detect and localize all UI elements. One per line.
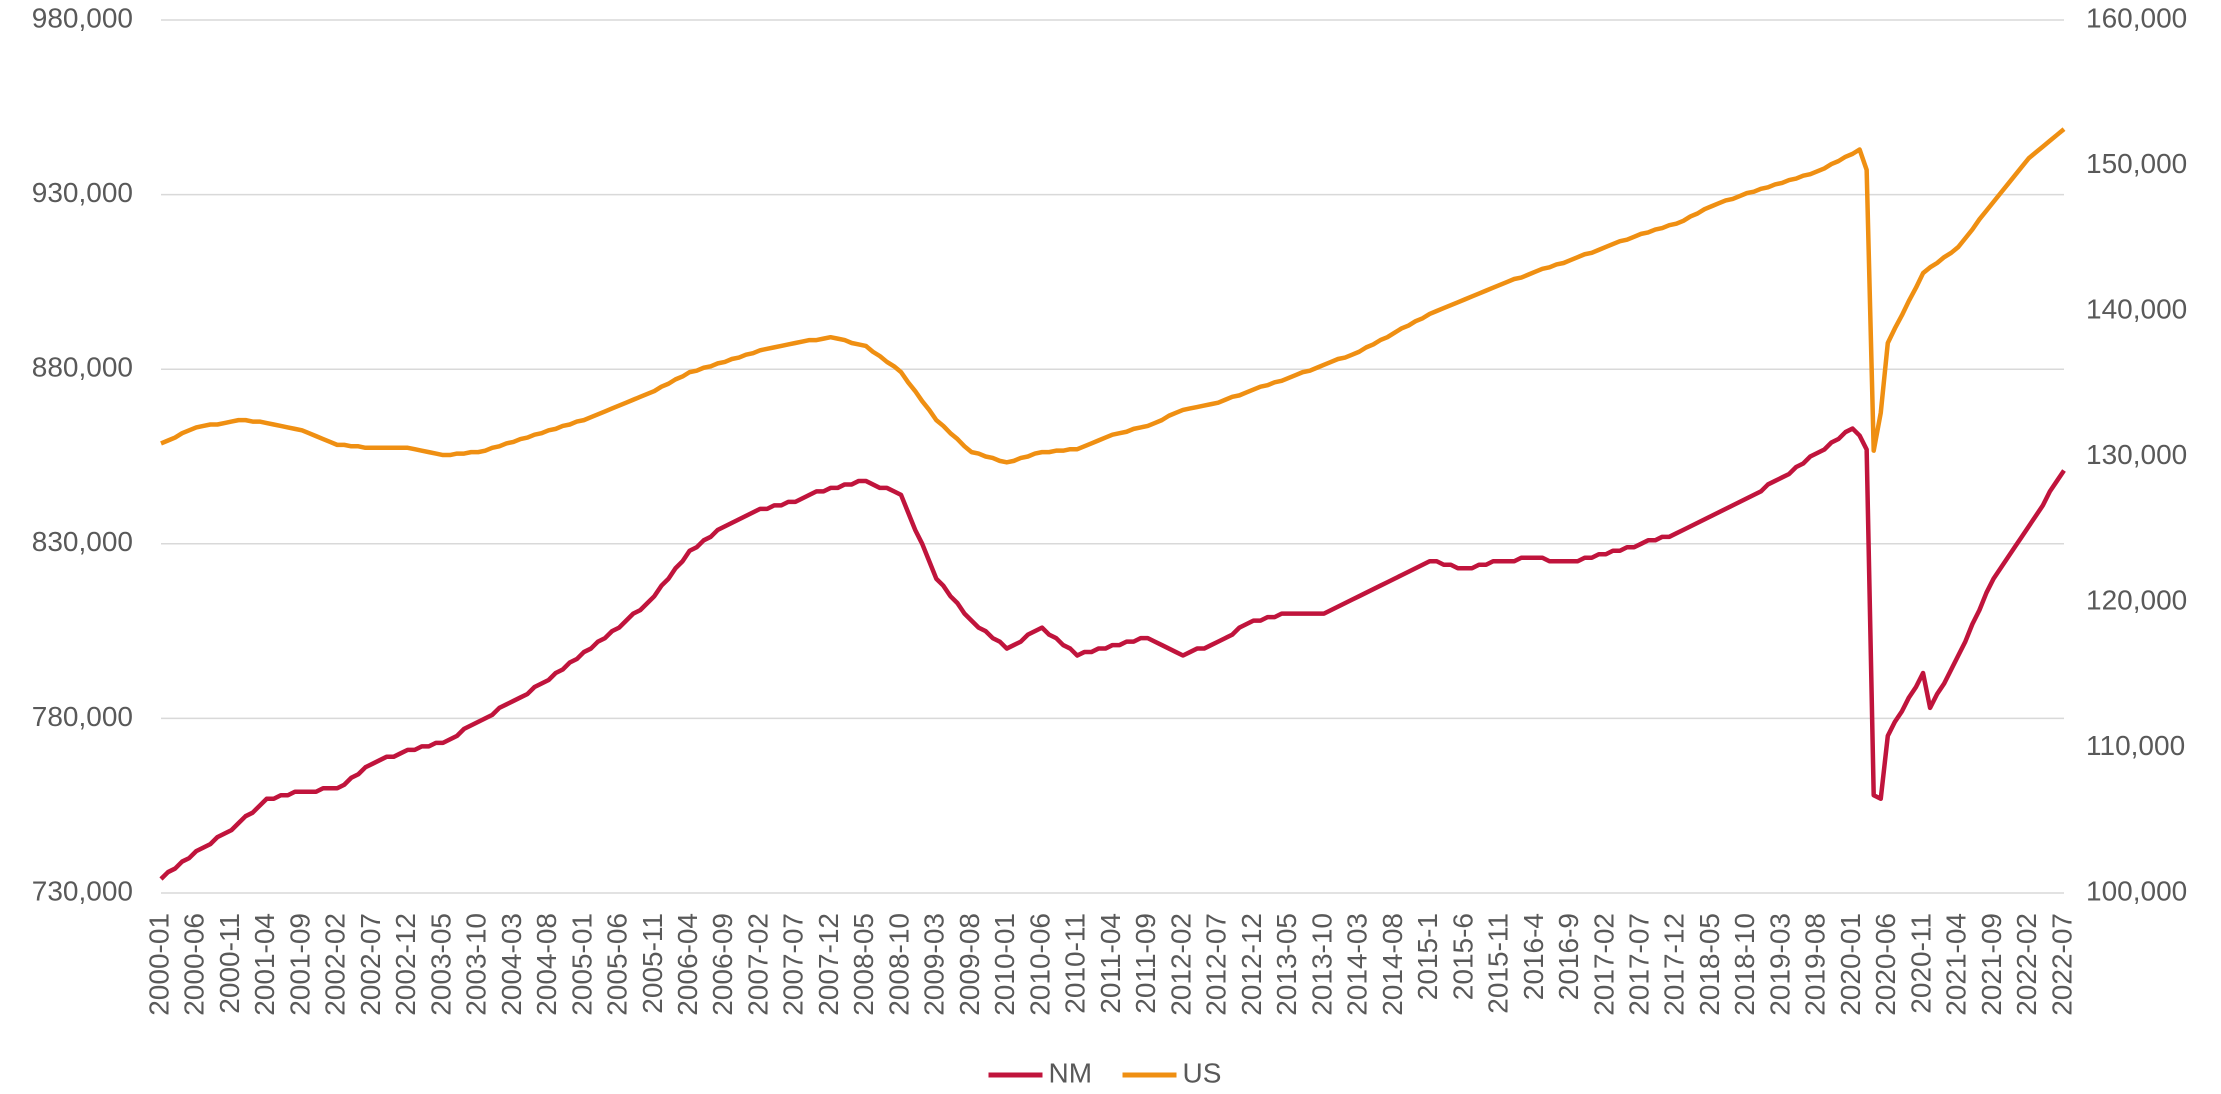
x-tick-label: 2003-10	[461, 913, 492, 1016]
x-tick-label: 2017-02	[1588, 913, 1619, 1016]
x-tick-label: 2001-04	[249, 913, 280, 1016]
x-tick-label: 2019-03	[1764, 913, 1795, 1016]
x-tick-label: 2017-07	[1624, 913, 1655, 1016]
x-tick-label: 2005-11	[637, 913, 668, 1014]
x-tick-label: 2020-06	[1870, 913, 1901, 1016]
x-tick-label: 2021-09	[1976, 913, 2007, 1016]
y2-tick-label: 120,000	[2086, 584, 2187, 615]
x-tick-label: 2018-10	[1729, 913, 1760, 1016]
x-tick-label: 2012-02	[1165, 913, 1196, 1016]
x-tick-label: 2020-11	[1905, 913, 1936, 1014]
x-tick-label: 2007-07	[778, 913, 809, 1016]
y2-tick-label: 150,000	[2086, 148, 2187, 179]
y-tick-label: 730,000	[32, 875, 133, 906]
x-tick-label: 2010-11	[1060, 913, 1091, 1014]
x-tick-label: 2022-02	[2011, 913, 2042, 1016]
y-tick-label: 830,000	[32, 526, 133, 557]
legend-label: US	[1183, 1057, 1222, 1088]
x-tick-label: 2017-12	[1659, 913, 1690, 1016]
x-tick-label: 2002-07	[355, 913, 386, 1016]
x-tick-label: 2010-01	[989, 913, 1020, 1016]
x-tick-label: 2001-09	[284, 913, 315, 1016]
x-tick-label: 2006-04	[672, 913, 703, 1016]
series-line	[160, 127, 2066, 465]
x-tick-label: 2002-12	[390, 913, 421, 1016]
y2-tick-label: 130,000	[2086, 439, 2187, 470]
x-tick-label: 2008-05	[848, 913, 879, 1016]
y-tick-label: 780,000	[32, 701, 133, 732]
legend-label: NM	[1049, 1057, 1093, 1088]
x-tick-label: 2000-11	[214, 913, 245, 1014]
x-tick-label: 2019-08	[1800, 913, 1831, 1016]
x-tick-label: 2007-12	[813, 913, 844, 1016]
x-tick-label: 2022-07	[2046, 913, 2077, 1016]
x-tick-label: 2013-10	[1306, 913, 1337, 1016]
x-tick-label: 2010-06	[1024, 913, 1055, 1016]
x-tick-label: 2009-03	[919, 913, 950, 1016]
y2-tick-label: 100,000	[2086, 875, 2187, 906]
x-tick-label: 2003-05	[425, 913, 456, 1016]
x-tick-label: 2007-02	[742, 913, 773, 1016]
y-tick-label: 930,000	[32, 177, 133, 208]
y2-tick-label: 110,000	[2086, 730, 2185, 761]
x-tick-label: 2011-09	[1130, 913, 1161, 1014]
x-tick-label: 2011-04	[1095, 913, 1126, 1014]
y-tick-label: 980,000	[32, 2, 133, 33]
x-tick-label: 2006-09	[707, 913, 738, 1016]
x-tick-label: 2013-05	[1271, 913, 1302, 1016]
x-tick-label: 2005-01	[566, 913, 597, 1016]
series-line	[159, 426, 2066, 881]
x-tick-label: 2021-04	[1941, 913, 1972, 1016]
x-tick-label: 2009-08	[954, 913, 985, 1016]
x-tick-label: 2012-07	[1201, 913, 1232, 1016]
x-tick-label: 2012-12	[1236, 913, 1267, 1016]
x-tick-label: 2016-9	[1553, 913, 1584, 1000]
x-tick-label: 2015-11	[1483, 913, 1514, 1014]
x-tick-label: 2000-06	[179, 913, 210, 1016]
x-tick-label: 2004-08	[531, 913, 562, 1016]
x-tick-label: 2015-1	[1412, 913, 1443, 1000]
x-tick-label: 2018-05	[1694, 913, 1725, 1016]
x-tick-label: 2005-06	[602, 913, 633, 1016]
x-tick-label: 2016-4	[1518, 913, 1549, 1000]
x-tick-label: 2002-02	[320, 913, 351, 1016]
y-tick-label: 880,000	[32, 352, 133, 383]
y2-tick-label: 140,000	[2086, 293, 2187, 324]
y2-tick-label: 160,000	[2086, 2, 2187, 33]
x-tick-label: 2015-6	[1447, 913, 1478, 1000]
x-tick-label: 2014-03	[1342, 913, 1373, 1016]
x-tick-label: 2004-03	[496, 913, 527, 1016]
x-tick-label: 2020-01	[1835, 913, 1866, 1016]
x-tick-label: 2014-08	[1377, 913, 1408, 1016]
x-tick-label: 2008-10	[883, 913, 914, 1016]
x-tick-label: 2000-01	[143, 913, 174, 1016]
